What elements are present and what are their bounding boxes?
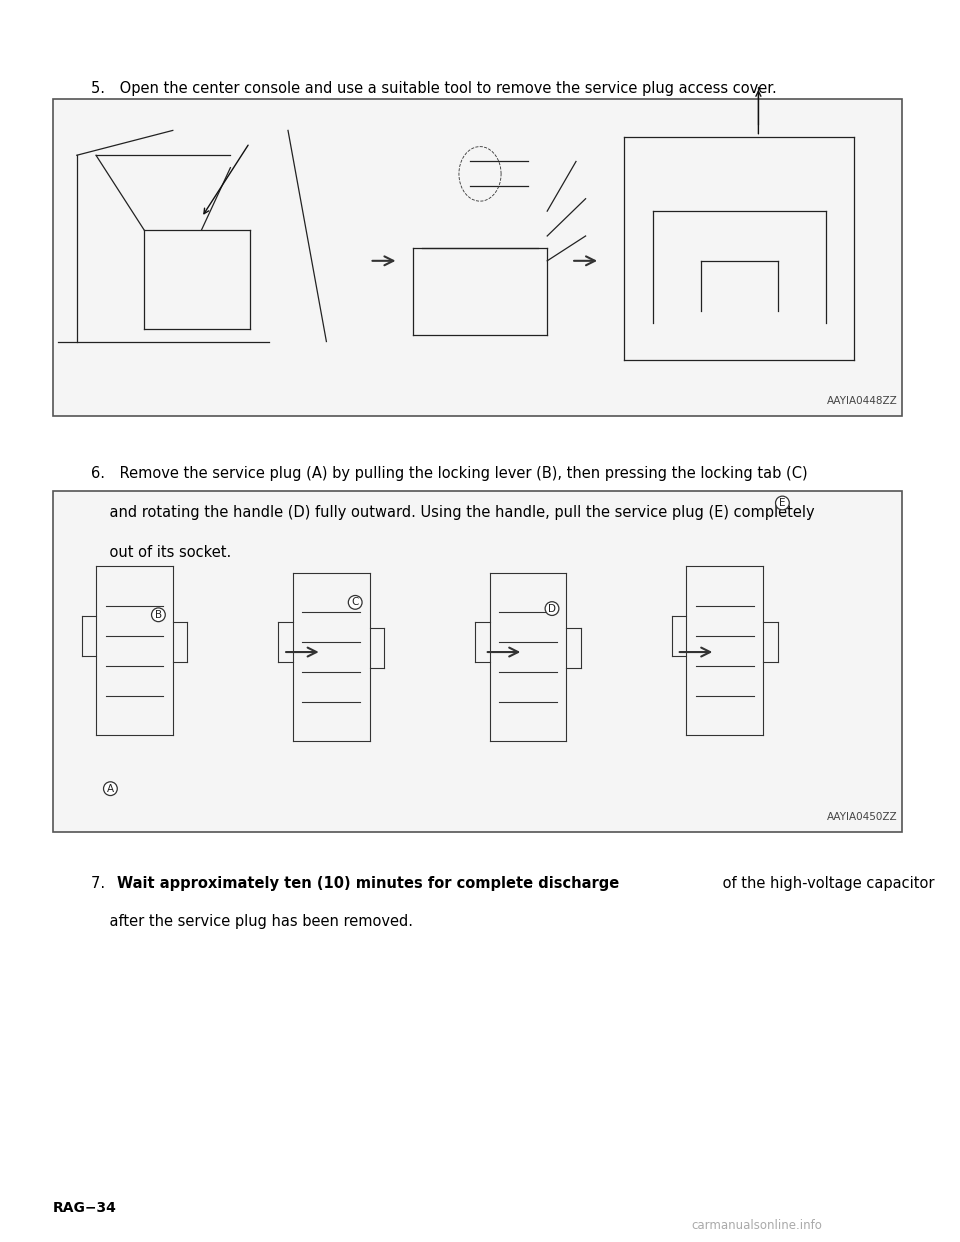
Text: 5. Open the center console and use a suitable tool to remove the service plug ac: 5. Open the center console and use a sui… bbox=[91, 81, 777, 96]
Text: 6. Remove the service plug (A) by pulling the locking lever (B), then pressing t: 6. Remove the service plug (A) by pullin… bbox=[91, 466, 807, 481]
Text: RAG−34: RAG−34 bbox=[53, 1201, 117, 1215]
Text: after the service plug has been removed.: after the service plug has been removed. bbox=[91, 914, 413, 929]
Bar bbox=[53, 99, 902, 416]
Text: and rotating the handle (D) fully outward. Using the handle, pull the service pl: and rotating the handle (D) fully outwar… bbox=[91, 505, 815, 520]
Bar bbox=[53, 491, 902, 832]
Text: 7.: 7. bbox=[91, 876, 120, 891]
Text: AAYIA0450ZZ: AAYIA0450ZZ bbox=[827, 812, 898, 822]
Text: Wait approximately ten (10) minutes for complete discharge: Wait approximately ten (10) minutes for … bbox=[117, 876, 619, 891]
Text: out of its socket.: out of its socket. bbox=[91, 545, 231, 560]
Text: carmanualsonline.info: carmanualsonline.info bbox=[691, 1220, 822, 1232]
Text: A: A bbox=[107, 784, 114, 794]
Text: of the high-voltage capacitor: of the high-voltage capacitor bbox=[718, 876, 935, 891]
Text: D: D bbox=[548, 604, 556, 614]
Text: E: E bbox=[780, 498, 785, 508]
Text: AAYIA0448ZZ: AAYIA0448ZZ bbox=[827, 396, 898, 406]
Text: B: B bbox=[155, 610, 162, 620]
Text: C: C bbox=[351, 597, 359, 607]
